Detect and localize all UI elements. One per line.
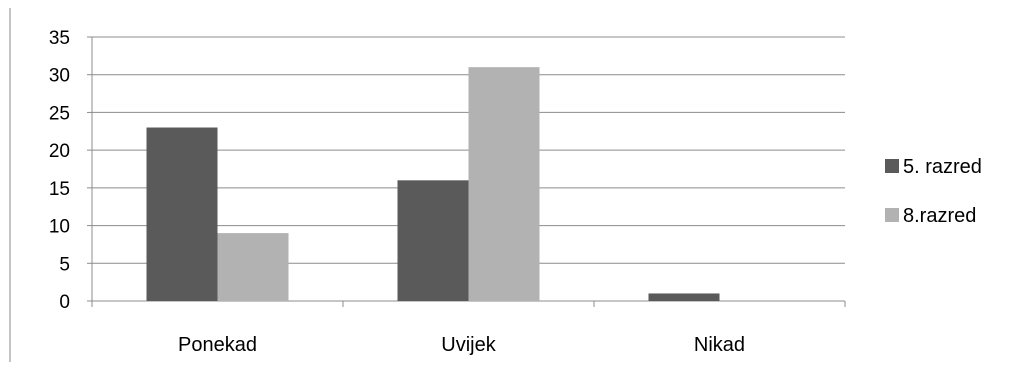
y-axis-tick-labels: 0 5 10 15 20 25 30 35: [49, 28, 70, 313]
y-tick-label: 10: [49, 217, 70, 238]
bar-series-1-1: [397, 180, 469, 301]
legend-swatch: [885, 208, 899, 222]
bar-series-2-1: [468, 67, 540, 302]
x-axis-category-labels: Ponekad Uvijek Nikad: [178, 334, 745, 356]
bar-series-2-0: [217, 233, 289, 301]
y-tick-label: 30: [49, 66, 70, 87]
legend-label: 8.razred: [903, 205, 976, 227]
y-tick-label: 15: [49, 179, 70, 200]
bars: [146, 67, 720, 302]
bar-series-1-0: [146, 127, 218, 301]
x-category-label: Uvijek: [441, 334, 496, 356]
legend-label: 5. razred: [903, 156, 982, 178]
y-tick-label: 35: [49, 28, 70, 49]
legend: 5. razred 8.razred: [885, 156, 982, 227]
y-tick-label: 0: [59, 292, 70, 313]
x-category-label: Nikad: [694, 334, 745, 356]
legend-swatch: [885, 159, 899, 173]
bar-series-1-2: [648, 293, 720, 301]
y-tick-label: 25: [49, 103, 70, 124]
y-tick-label: 20: [49, 141, 70, 162]
y-tick-label: 5: [59, 254, 70, 275]
x-category-label: Ponekad: [178, 334, 257, 356]
